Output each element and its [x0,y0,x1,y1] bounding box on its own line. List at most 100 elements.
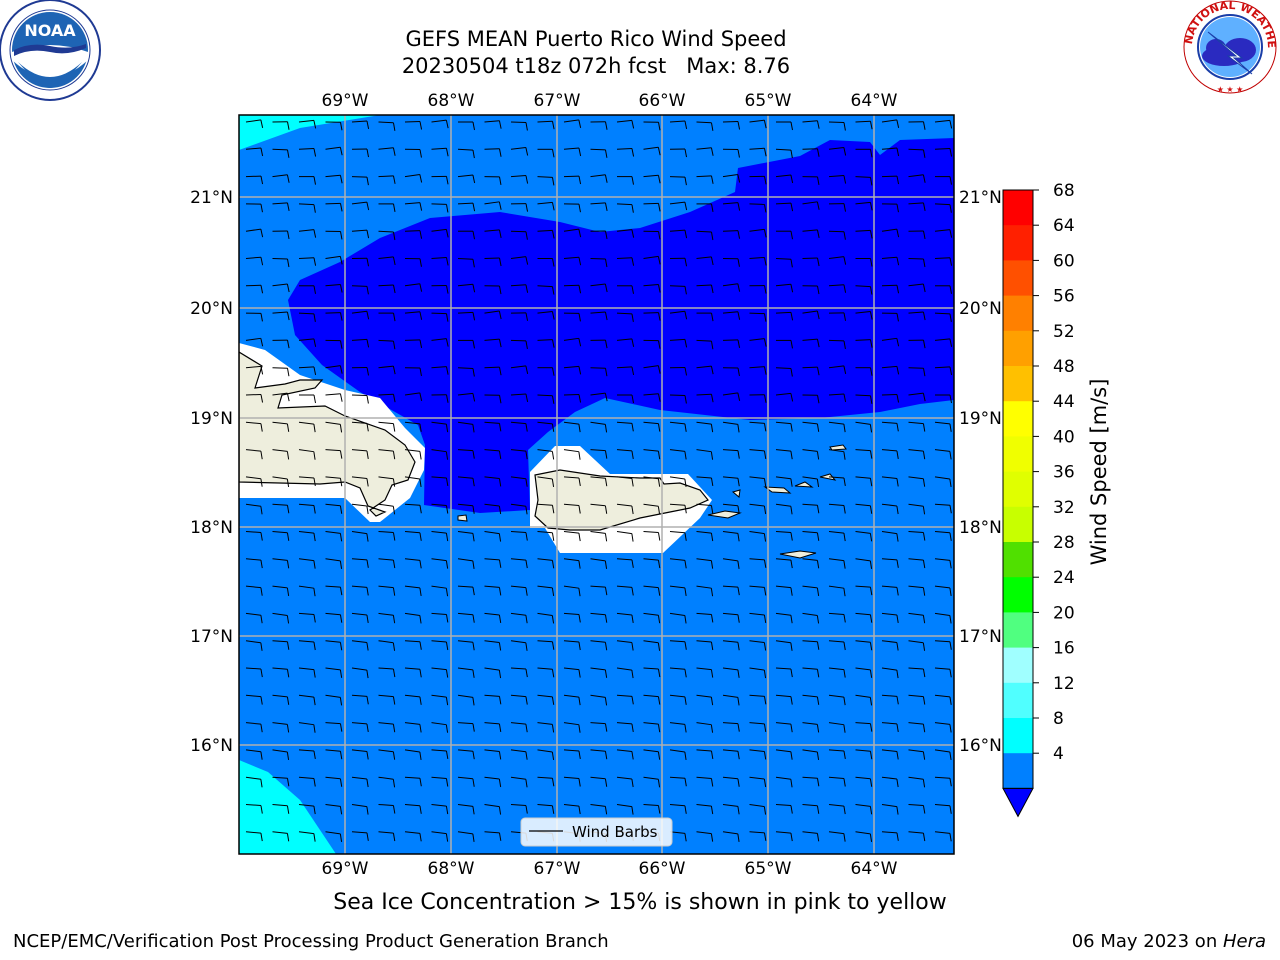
wind-barb [298,585,314,589]
footer-credit: NCEP/EMC/Verification Post Processing Pr… [13,931,609,952]
wind-barb [722,174,738,178]
wind-barb [245,284,262,287]
wind-barb-flag [737,533,740,542]
wind-barb-flag [392,506,396,515]
graticule [239,115,954,854]
wind-barb-flag [790,587,793,596]
wind-barb [245,640,261,644]
wind-barb [749,228,765,232]
wind-barb [537,394,553,397]
wind-barb-flag [763,723,767,732]
wind-barb-flag [392,341,396,350]
wind-barb-flag [339,175,343,184]
wind-barb [828,339,845,342]
wind-barb-flag [896,204,899,213]
wind-barb-flag [339,669,343,678]
wind-barb-flag [763,229,767,238]
wind-barb [749,558,765,561]
wind-barb [908,831,924,834]
wind-barb [881,228,897,232]
wind-barb [643,202,659,205]
wind-barb [537,339,553,341]
wind-barb-flag [445,451,449,460]
wind-barb [908,311,924,314]
wind-barb-flag [949,120,953,129]
wind-barb [431,776,447,780]
wind-barb [616,338,632,341]
wind-barb-flag [525,587,528,596]
wind-barb [484,640,500,644]
wind-barb [934,531,950,534]
colorbar-tick-label: 20 [1053,603,1075,623]
wind-barb-flag [392,668,396,678]
wind-barb-flag [286,724,290,733]
wind-barb-flag [843,724,846,733]
wind-barb [775,694,791,698]
wind-barb-flag [472,614,475,623]
wind-barb [802,722,818,725]
wind-barb-flag [790,751,793,760]
wind-barb [828,230,845,233]
wind-barb-flag [313,669,316,678]
wind-barb [457,421,473,425]
wind-barb [404,776,420,779]
wind-barb-flag [684,778,687,787]
wind-barb-flag [790,451,793,460]
wind-barb [590,640,606,643]
wind-barb [696,503,712,507]
wind-barb [908,367,924,369]
wind-barb-flag [419,149,422,158]
colorbar-segment [1003,295,1033,332]
wind-barb [881,831,897,834]
wind-barb [485,859,500,860]
wind-barb [325,421,341,425]
wind-barb [775,258,792,260]
wind-barb [643,146,659,150]
wind-barb-flag [313,588,316,597]
colorbar-tick-label: 52 [1053,322,1075,342]
wind-barb-flag [499,148,502,157]
wind-barb-flag [339,505,343,514]
wind-barb-flag [260,394,264,403]
wind-barb-flag [498,533,502,542]
wind-barb [378,722,394,725]
wind-barb [616,421,632,424]
wind-barb-flag [605,230,608,240]
wind-barb [245,667,261,670]
wind-barb-flag [896,119,900,129]
wind-barb-flag [551,423,555,432]
wind-barb-flag [260,119,264,129]
wind-barb [272,258,288,260]
wind-barb-flag [896,696,899,705]
wind-barb-flag [392,256,396,266]
wind-barb [298,338,314,341]
wind-barb-flag [551,587,555,596]
wind-barb-flag [445,477,449,487]
wind-barb-flag [286,641,290,650]
wind-barb-flag [790,779,793,788]
wind-barb [563,640,579,643]
wind-barb [775,148,792,151]
wind-barb [484,749,500,752]
wind-barb [590,202,606,205]
wind-barb-flag [950,861,951,869]
wind-barb-flag [313,697,316,706]
wind-barb [802,531,818,534]
wind-barb [245,831,261,834]
wind-barb-flag [366,230,370,239]
wind-barb [272,640,288,643]
wind-barb [643,558,659,561]
wind-barb-flag [816,833,820,842]
wind-barb-flag [445,641,449,651]
wind-barb-flag [949,257,953,266]
wind-barb [696,339,712,342]
wind-barb [855,476,871,479]
wind-barb-flag [896,559,899,568]
wind-barb-flag [260,779,263,788]
wind-barb [404,339,421,341]
wind-barbs [245,119,953,869]
wind-barb [749,476,765,479]
wind-barb-flag [869,806,873,815]
wind-barb [616,203,633,206]
wind-barb-flag [658,122,661,131]
